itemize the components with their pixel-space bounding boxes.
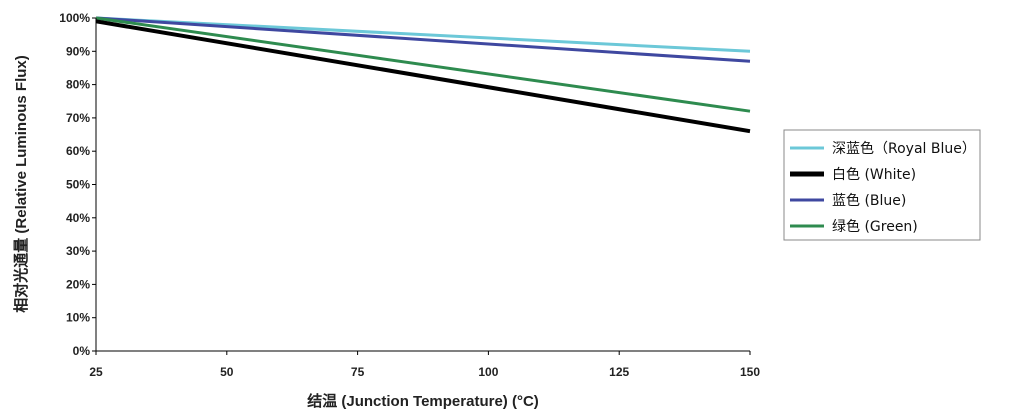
y-tick-label: 90% xyxy=(66,44,90,58)
x-tick-label: 150 xyxy=(740,365,760,379)
x-tick-label: 25 xyxy=(89,365,103,379)
y-tick-label: 20% xyxy=(66,277,90,291)
legend: 深蓝色（Royal Blue） 白色 (White) 蓝色 (Blue) 绿色 (Gr… xyxy=(783,129,981,241)
legend-label-3: 绿色 (Green) xyxy=(832,218,918,235)
series-line-3 xyxy=(95,16,751,113)
y-tick-label: 50% xyxy=(66,178,90,192)
plot-lines xyxy=(95,16,751,134)
y-tick-label: 40% xyxy=(66,211,90,225)
y-tick-label: 0% xyxy=(73,344,91,358)
x-ticks: 25 50 75 100 125 150 xyxy=(89,351,760,379)
y-tick-label: 60% xyxy=(66,144,90,158)
axes xyxy=(95,18,750,352)
x-tick-label: 125 xyxy=(609,365,629,379)
x-tick-label: 75 xyxy=(351,365,365,379)
legend-label-0: 深蓝色（Royal Blue） xyxy=(832,140,976,157)
series-line-2 xyxy=(95,16,751,63)
y-axis-title: 相对光通量 (Relative Luminous Flux) xyxy=(12,55,30,313)
x-axis-title: 结温 (Junction Temperature) (°C) xyxy=(307,392,539,410)
series-line-1 xyxy=(95,19,751,134)
y-tick-label: 30% xyxy=(66,244,90,258)
legend-label-2: 蓝色 (Blue) xyxy=(832,192,906,209)
y-tick-label: 10% xyxy=(66,311,90,325)
y-ticks: 0% 10% 20% 30% 40% 50% 60% 70% 80% 90% 100% xyxy=(59,11,96,358)
x-tick-label: 100 xyxy=(478,365,498,379)
series-line-0 xyxy=(95,16,751,53)
x-tick-label: 50 xyxy=(220,365,234,379)
legend-label-1: 白色 (White) xyxy=(832,166,916,183)
y-tick-label: 70% xyxy=(66,111,90,125)
y-tick-label: 100% xyxy=(59,11,90,25)
y-tick-label: 80% xyxy=(66,78,90,92)
